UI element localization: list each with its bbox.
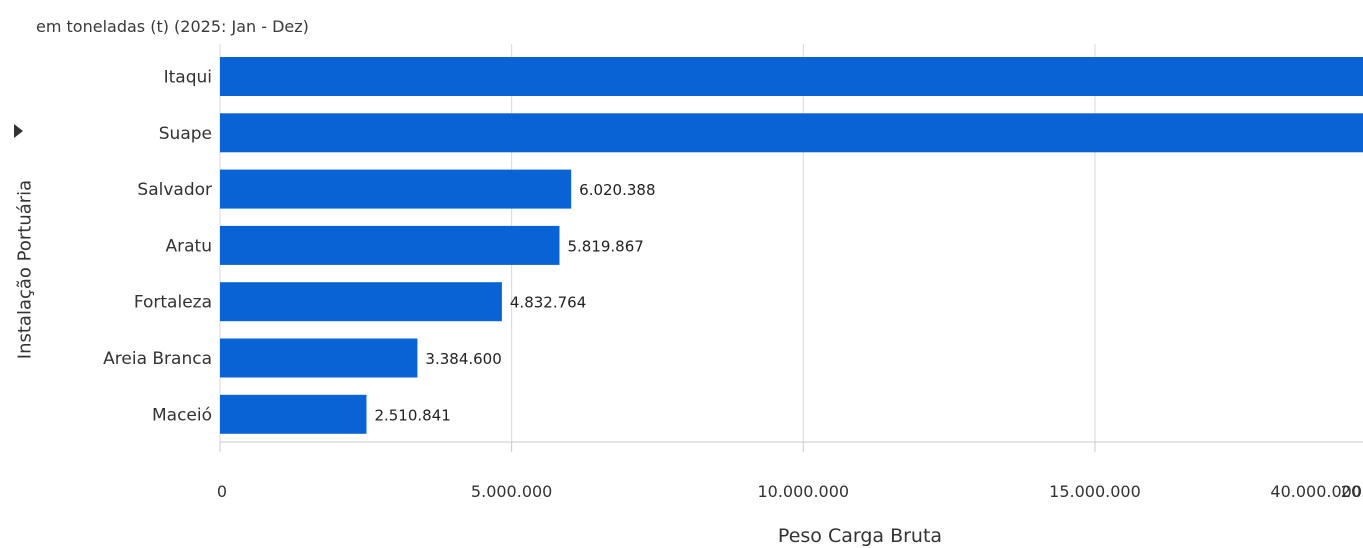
x-tick-label: 5.000.000: [471, 482, 552, 501]
bar: [220, 338, 418, 378]
data-label: 3.384.600: [425, 350, 501, 368]
x-tick-label: 0: [217, 482, 227, 501]
category-label: Areia Branca: [103, 349, 212, 369]
bar: [220, 225, 560, 265]
chart-subtitle: em toneladas (t) (2025: Jan - Dez): [36, 17, 309, 36]
bar: [220, 394, 367, 434]
category-label: Fortaleza: [134, 293, 212, 313]
category-label: Aratu: [166, 236, 212, 256]
x-tick-label: 15.000.000: [1049, 482, 1141, 501]
x-tick-label: 40.000.000: [1270, 482, 1362, 501]
bar: [220, 282, 502, 322]
category-label: Itaqui: [164, 68, 212, 88]
bar: [220, 57, 1363, 96]
x-tick-label: 20.000.000: [1341, 482, 1363, 501]
x-tick-label: 10.000.000: [757, 482, 849, 501]
bar: [220, 169, 572, 209]
category-label: Maceió: [152, 405, 212, 425]
data-label: 4.832.764: [510, 294, 586, 312]
bar: [220, 113, 1363, 153]
data-label: 6.020.388: [579, 181, 655, 199]
data-label: 5.819.867: [567, 237, 643, 255]
data-label: 2.510.841: [374, 406, 450, 424]
category-label: Suape: [159, 124, 212, 144]
x-axis-title: Peso Carga Bruta: [777, 525, 943, 547]
bar-chart: 0 5.000.000 10.000.000 15.000.000 20.000.000…: [103, 44, 1363, 501]
triangle-right-icon[interactable]: [14, 124, 23, 138]
category-label: Salvador: [137, 180, 212, 200]
